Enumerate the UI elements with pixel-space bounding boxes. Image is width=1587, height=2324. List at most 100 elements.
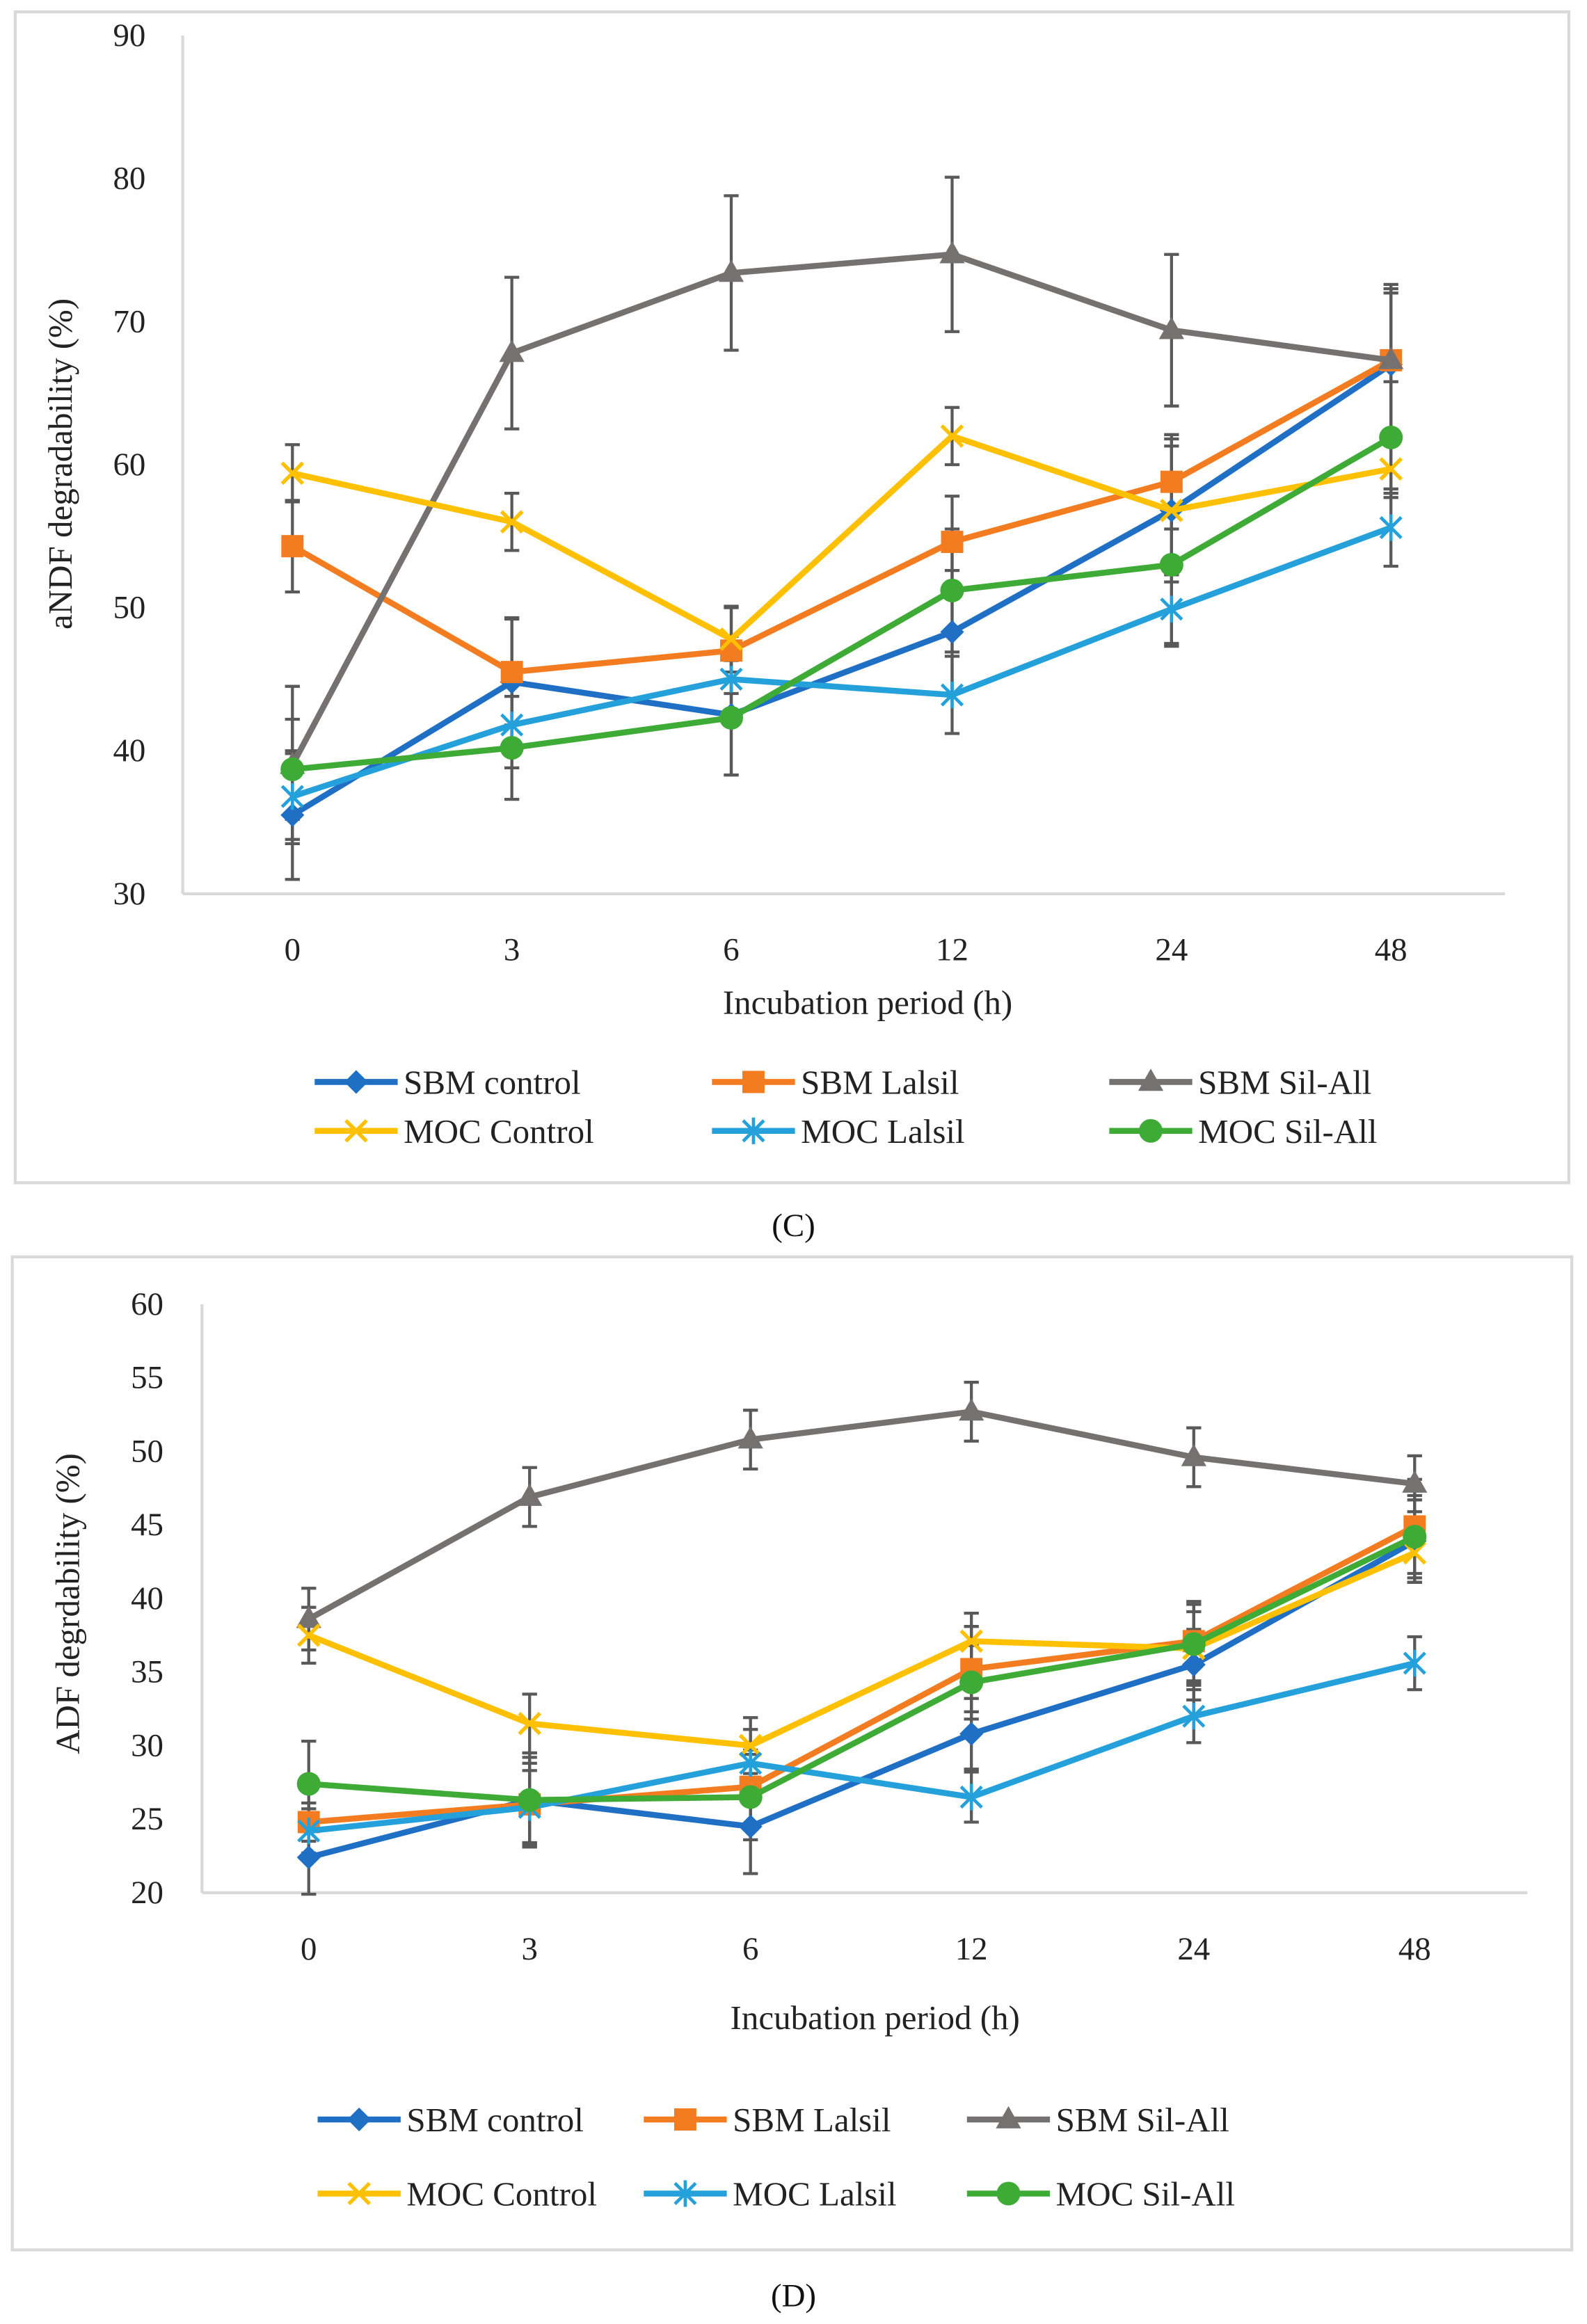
x-tick-label: 0 xyxy=(301,1931,317,1967)
legend-triangle-icon xyxy=(996,2106,1021,2129)
legend-label: SBM Sil-All xyxy=(1198,1063,1371,1101)
series-moc-lalsil xyxy=(280,514,1403,810)
data-point-triangle-marker xyxy=(1402,1470,1428,1493)
x-tick-label: 12 xyxy=(936,932,968,968)
y-tick-label: 60 xyxy=(113,447,146,483)
legend-label: SBM control xyxy=(404,1063,581,1101)
legend-item: SBM Sil-All xyxy=(1109,1063,1371,1101)
data-point-triangle-marker xyxy=(1158,316,1184,339)
chart-border xyxy=(13,10,1571,1185)
legend-circle-icon xyxy=(1138,1119,1163,1143)
y-tick-label: 45 xyxy=(131,1507,164,1543)
legend-triangle-icon xyxy=(1138,1068,1164,1091)
data-point-asterisk-marker xyxy=(940,681,964,709)
series-line xyxy=(308,1534,1417,1803)
series-moc-control xyxy=(280,424,1403,651)
legend: SBM control SBM Lalsil SBM Sil-All MOC Cont… xyxy=(317,2101,1235,2213)
x-tick-label: 24 xyxy=(1155,932,1188,968)
data-point-x-marker xyxy=(500,510,524,534)
legend-item: MOC Sil-All xyxy=(1109,1112,1378,1151)
series-line xyxy=(307,1409,1415,1622)
data-point-triangle-marker xyxy=(517,1483,543,1506)
y-tick-label: 90 xyxy=(113,17,146,54)
series-group xyxy=(296,1381,1428,1896)
data-point-asterisk-marker xyxy=(719,666,743,693)
chart-border xyxy=(10,1255,1574,2252)
series-group xyxy=(280,175,1404,881)
y-tick-label: 40 xyxy=(113,732,146,769)
data-point-x-marker xyxy=(940,424,964,448)
y-tick-label: 50 xyxy=(131,1433,164,1469)
data-point-circle-marker xyxy=(1379,425,1403,449)
series-line xyxy=(291,524,1392,800)
axes: 30 40 50 60 70 80 90 0 3 6 12 24 48 xyxy=(113,17,1506,968)
legend-asterisk-icon xyxy=(673,2180,697,2207)
series-line xyxy=(292,435,1393,773)
y-tick-label: 40 xyxy=(131,1580,164,1617)
x-tick-label: 48 xyxy=(1375,932,1407,968)
series-moc-sil-all xyxy=(280,425,1403,781)
legend-item: SBM Lalsil xyxy=(644,2101,891,2139)
series-moc-lalsil xyxy=(297,1649,1426,1845)
x-axis-label: Incubation period (h) xyxy=(731,1998,1020,2037)
y-axis-label: aNDF degradability (%) xyxy=(41,298,79,630)
data-point-x-marker xyxy=(959,1629,983,1653)
series-moc-sil-all xyxy=(296,1525,1427,1812)
data-point-asterisk-marker xyxy=(739,1749,763,1777)
data-point-circle-marker xyxy=(1403,1525,1427,1549)
data-point-circle-marker xyxy=(940,578,964,602)
data-point-triangle-marker xyxy=(737,1426,763,1449)
legend-item: MOC Lalsil xyxy=(712,1112,965,1151)
legend-square-icon xyxy=(742,1071,765,1093)
legend-label: SBM Lalsil xyxy=(733,2101,891,2139)
series-line xyxy=(292,433,1391,643)
data-point-circle-marker xyxy=(296,1772,321,1796)
data-point-circle-marker xyxy=(518,1788,542,1812)
y-tick-label: 50 xyxy=(113,590,146,626)
y-tick-label: 30 xyxy=(131,1727,164,1763)
data-point-circle-marker xyxy=(1181,1632,1206,1656)
data-point-diamond-marker xyxy=(940,620,964,644)
data-point-diamond-marker xyxy=(959,1722,984,1746)
x-tick-label: 6 xyxy=(742,1931,758,1967)
y-tick-label: 80 xyxy=(113,161,146,197)
data-point-triangle-marker xyxy=(296,1605,321,1628)
legend-square-icon xyxy=(673,2108,696,2131)
data-point-triangle-marker xyxy=(718,259,744,282)
series-moc-control xyxy=(296,1541,1427,1758)
series-line xyxy=(308,1550,1416,1749)
x-tick-label: 12 xyxy=(955,1931,988,1967)
data-point-x-marker xyxy=(719,627,743,651)
legend-label: MOC Control xyxy=(406,2175,597,2213)
data-point-triangle-marker xyxy=(1378,346,1404,369)
legend-label: MOC Control xyxy=(404,1112,594,1151)
legend-item: SBM Sil-All xyxy=(966,2101,1229,2139)
legend-item: MOC Lalsil xyxy=(644,2175,897,2213)
data-point-asterisk-marker xyxy=(959,1784,983,1811)
legend-item: SBM Lalsil xyxy=(712,1063,959,1101)
legend-label: SBM Lalsil xyxy=(801,1063,959,1101)
data-point-circle-marker xyxy=(719,705,744,730)
data-point-x-marker xyxy=(738,1733,763,1758)
series-sbm-sil-all xyxy=(296,1398,1428,1628)
legend-label: MOC Lalsil xyxy=(801,1112,964,1151)
data-point-asterisk-marker xyxy=(1403,1649,1426,1677)
legend-item: SBM control xyxy=(317,2101,584,2139)
y-tick-label: 35 xyxy=(131,1654,164,1690)
y-tick-label: 30 xyxy=(113,876,146,912)
data-point-asterisk-marker xyxy=(500,712,524,739)
data-point-triangle-marker xyxy=(1181,1443,1206,1466)
x-tick-label: 3 xyxy=(522,1931,538,1967)
data-point-triangle-marker xyxy=(959,1398,984,1421)
chart-panel-c: 30 40 50 60 70 80 90 0 3 6 12 24 48 Incubation perio… xyxy=(13,10,1571,1185)
legend-x-icon xyxy=(344,1119,368,1143)
legend-item: SBM control xyxy=(314,1063,581,1101)
legend-item: MOC Control xyxy=(317,2175,597,2213)
data-point-asterisk-marker xyxy=(1160,595,1183,623)
x-tick-label: 0 xyxy=(285,932,301,968)
legend-label: MOC Lalsil xyxy=(733,2175,896,2213)
y-tick-label: 25 xyxy=(131,1801,164,1837)
data-point-x-marker xyxy=(1379,457,1403,481)
data-point-asterisk-marker xyxy=(280,783,304,810)
